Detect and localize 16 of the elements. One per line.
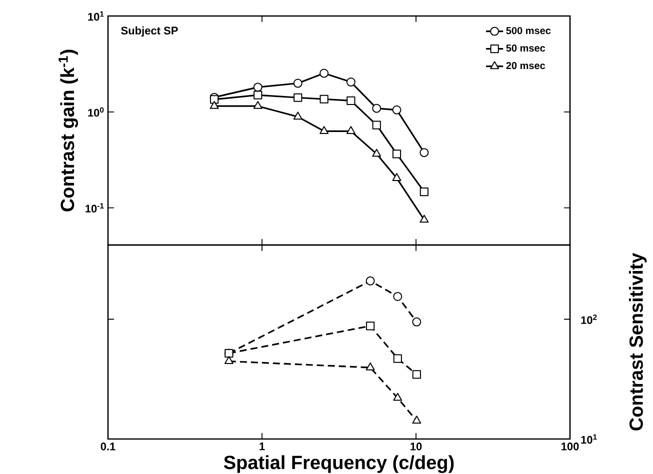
- x-tick-label: 0.1: [100, 442, 116, 450]
- y-tick-label: 10$^{2}$: [581, 314, 597, 324]
- y-tick-label: 10$^{-1}$: [86, 203, 104, 213]
- y-tick-label: 10$^{1}$: [88, 11, 104, 21]
- y-axis-title: Contrast Sensitivity: [628, 252, 647, 430]
- x-axis-title: Spatial Frequency (c/deg): [224, 455, 454, 474]
- y-tick-label: 10$^{1}$: [581, 434, 597, 444]
- legend-label: 500 msec: [506, 27, 551, 34]
- y-axis-title: Contrast gain (k$^{-1}$): [58, 50, 78, 212]
- legend-label: 50 msec: [506, 44, 546, 52]
- x-tick-label: 10: [410, 442, 422, 450]
- y-tick-label: 10$^{0}$: [88, 107, 104, 117]
- annotation: Subject SP: [121, 26, 178, 37]
- x-tick-label: 100: [562, 442, 579, 450]
- x-tick-label: 1: [260, 442, 265, 450]
- legend-label: 20 msec: [506, 62, 546, 70]
